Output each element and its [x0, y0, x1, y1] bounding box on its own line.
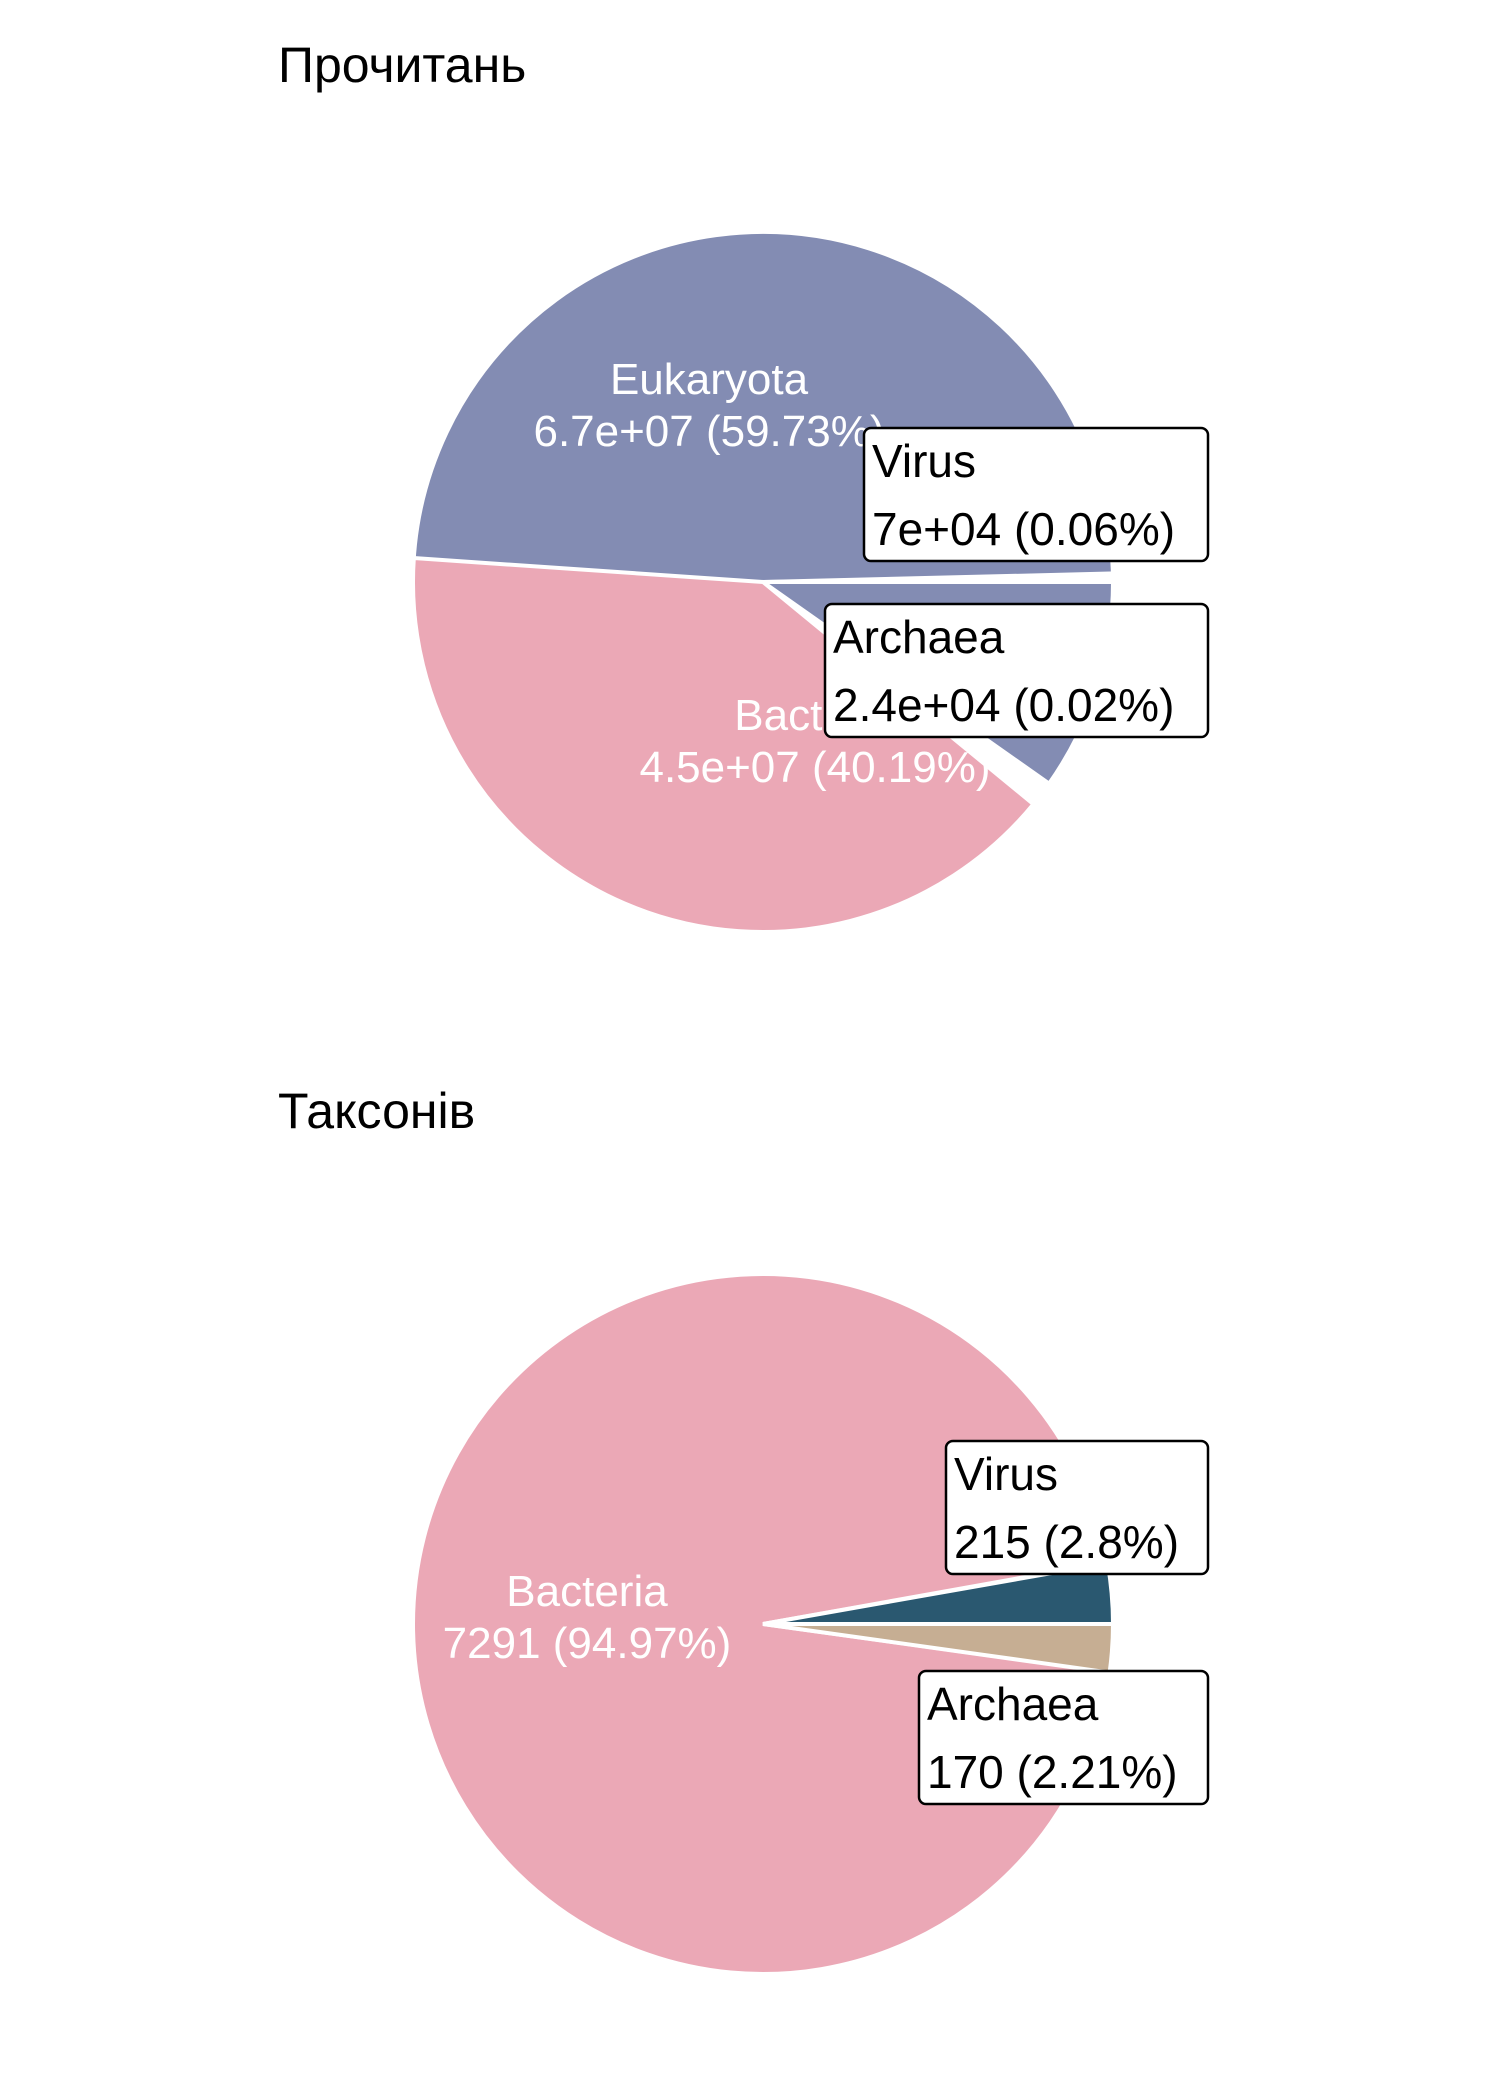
slice-value-label: 215 (2.8%): [954, 1516, 1179, 1568]
label-box-archaea: [917, 1669, 1210, 1806]
slice-name-label: Archaea: [833, 611, 1005, 663]
slice-name-label: Virus: [872, 435, 976, 487]
slice-value-label: 4.5e+07 (40.19%): [639, 743, 990, 792]
slice-name-label: Archaea: [927, 1678, 1099, 1730]
pie-slice-archaea: [762, 576, 1116, 584]
chart-title: Прочитань: [278, 37, 526, 93]
label-box-archaea: [823, 602, 1210, 739]
pie-slice-bacteria: [411, 555, 1037, 935]
slice-value-label: 7e+04 (0.06%): [872, 503, 1175, 555]
slice-name-label: Virus: [954, 1448, 1058, 1500]
label-box-virus: [944, 1439, 1210, 1576]
slice-value-label: 6.7e+07 (59.73%): [533, 407, 884, 456]
slice-name-label: Eukaryota: [610, 355, 809, 404]
slice-value-label: 7291 (94.97%): [443, 1619, 732, 1668]
slice-value-label: 2.4e+04 (0.02%): [833, 679, 1174, 731]
slice-value-label: 170 (2.21%): [927, 1746, 1178, 1798]
slice-name-label: Bacteria: [506, 1567, 668, 1616]
label-box-virus: [862, 426, 1210, 563]
chart-title: Таксонів: [278, 1083, 475, 1139]
